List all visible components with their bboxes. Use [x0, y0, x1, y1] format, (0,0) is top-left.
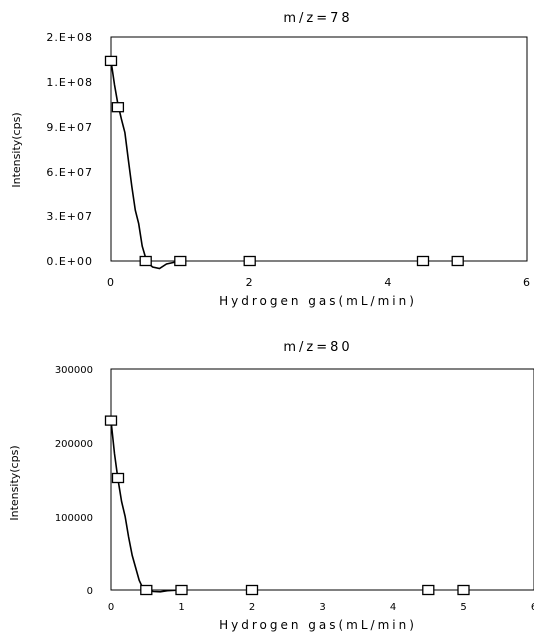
chart-2-data-point — [104, 415, 118, 426]
chart-2-x-tick-labels: 0 1 2 3 4 5 6 — [108, 602, 534, 613]
chart-2-data-point — [140, 584, 153, 596]
chart-1-title: m/z=78 — [283, 11, 352, 26]
chart-1-series-line — [110, 60, 181, 270]
chart-2-x-tick-label: 5 — [460, 602, 466, 613]
chart-2-x-tick-label: 3 — [319, 602, 325, 613]
chart-2-y-tick-labels: 0 100000 200000 300000 — [55, 365, 93, 597]
chart-2-y-axis-label: Intensity(cps) — [8, 445, 21, 520]
chart-1-y-tick-label: 3.E+07 — [46, 210, 93, 223]
chart-1-x-axis-label: Hydrogen gas(mL/min) — [219, 294, 417, 308]
chart-2-x-tick-label: 6 — [531, 602, 534, 613]
chart-1-x-tick-label: 4 — [384, 276, 392, 289]
chart-1-y-tick-label: 6.E+07 — [46, 166, 93, 179]
chart-2-plot-frame — [110, 368, 534, 591]
chart-2-x-tick-label: 4 — [390, 602, 396, 613]
chart-2-y-tick-label: 100000 — [55, 513, 93, 524]
chart-1-data-point — [416, 255, 430, 267]
chart-1-y-tick-label: 1.E+08 — [46, 76, 93, 89]
chart-1-x-tick-label: 6 — [523, 276, 531, 289]
chart-1-data-point — [243, 255, 256, 267]
chart-1-x-tick-label: 0 — [107, 276, 115, 289]
chart-2-title: m/z=80 — [283, 340, 352, 355]
chart-1-y-tick-label: 0.E+00 — [46, 255, 93, 268]
chart-1-y-tick-label: 9.E+07 — [46, 121, 93, 134]
chart-2-x-tick-label: 2 — [249, 602, 255, 613]
chart-1-data-point — [111, 102, 125, 113]
chart-1-x-tick-labels: 0 2 4 6 — [107, 276, 531, 289]
chart-1-data-marks — [104, 55, 464, 270]
chart-1-plot-frame — [110, 36, 528, 262]
chart-1-data-point — [139, 255, 152, 267]
chart-2-data-point — [457, 584, 470, 596]
chart-2-x-tick-label: 1 — [178, 602, 184, 613]
chart-1-y-axis-label: Intensity(cps) — [10, 112, 23, 187]
chart-2-data-point — [422, 584, 435, 596]
chart-2-series-line — [110, 420, 182, 593]
chart-1-data-point — [451, 255, 464, 267]
chart-2-x-tick-label: 0 — [108, 602, 114, 613]
chart-1-y-tick-label: 2.E+08 — [46, 31, 93, 44]
chart-2-data-point — [175, 584, 188, 596]
chart-1-data-point — [104, 55, 118, 67]
chart-2-data-marks — [104, 415, 470, 596]
chart-2-y-tick-label: 200000 — [55, 439, 93, 450]
chart-2-data-point — [245, 584, 259, 596]
chart-2-data-point — [111, 472, 125, 484]
chart-2-y-tick-label: 0 — [87, 586, 93, 597]
chart-2: m/z=80 Intensity(cps) Hydrogen gas(mL/mi… — [8, 340, 534, 632]
chart-1-x-tick-label: 2 — [246, 276, 254, 289]
chart-1-data-point — [174, 255, 187, 267]
chart-2-y-tick-label: 300000 — [55, 365, 93, 376]
chart-1-y-tick-labels: 0.E+00 3.E+07 6.E+07 9.E+07 1.E+08 2.E+08 — [46, 31, 93, 268]
chart-2-x-axis-label: Hydrogen gas(mL/min) — [219, 618, 417, 632]
chart-1: m/z=78 Intensity(cps) Hydrogen gas(mL/mi… — [10, 11, 531, 308]
